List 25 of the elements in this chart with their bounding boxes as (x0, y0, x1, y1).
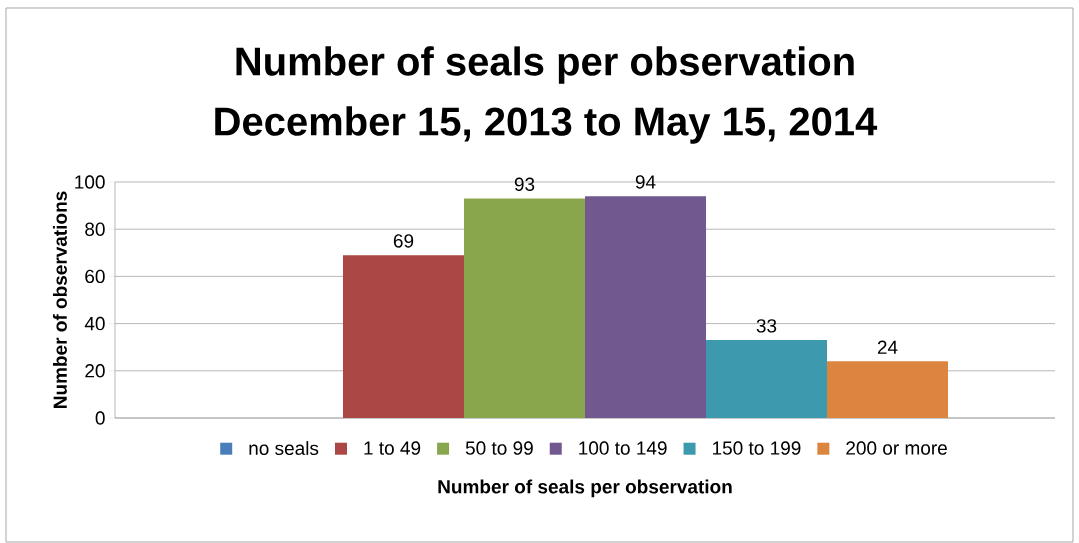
chart-title: Number of seals per observation December 15, 2013 to May 15, 2014 (215, 46, 878, 144)
bar (343, 255, 464, 418)
data-label: 69 (393, 234, 414, 248)
bar (585, 196, 706, 418)
bar (464, 198, 585, 418)
data-label: 24 (877, 340, 898, 354)
y-axis-title: Number of observations (52, 191, 67, 408)
data-label: 93 (514, 177, 535, 191)
bar (827, 361, 948, 418)
y-tick-label: 60 (85, 269, 105, 284)
x-axis-title: Number of seals per observation (438, 479, 732, 498)
legend-label: 150 to 199 (712, 441, 801, 455)
y-tick-label: 20 (85, 364, 105, 378)
data-label: 94 (635, 175, 656, 189)
legend-label: 1 to 49 (364, 441, 421, 455)
legend-label: no seals (249, 441, 319, 456)
data-label: 33 (756, 319, 777, 333)
legend-label: 50 to 99 (465, 441, 533, 455)
legend-label: 100 to 149 (579, 441, 667, 455)
y-tick-label: 0 (95, 411, 105, 425)
y-tick-label: 100 (75, 175, 105, 189)
bar (706, 340, 827, 418)
y-tick-label: 40 (84, 316, 105, 331)
legend-label: 200 or more (846, 441, 947, 455)
y-tick-label: 80 (85, 222, 105, 236)
